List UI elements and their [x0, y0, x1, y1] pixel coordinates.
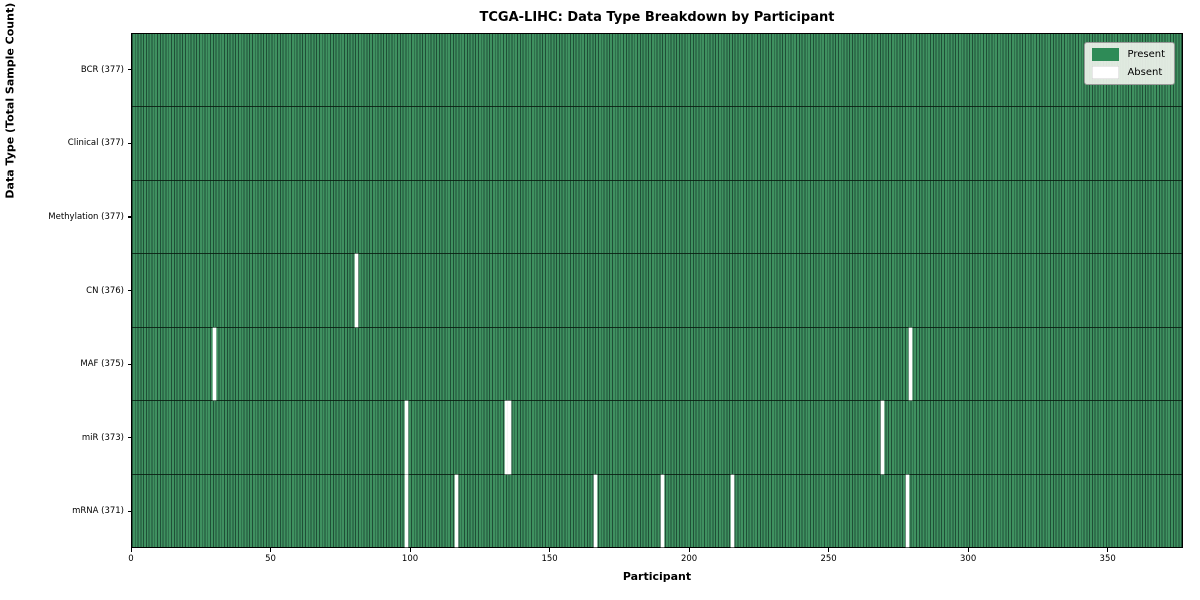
absent-gap-mrna-116: [455, 474, 458, 547]
absent-swatch: [1092, 66, 1120, 79]
heatmap-row-clinical: [132, 107, 1182, 181]
y-tick-label-maf: MAF (375): [80, 359, 124, 370]
heatmap-row-cn: [132, 254, 1182, 328]
heatmap-row-bcr: [132, 34, 1182, 108]
x-axis: 0 50 100 150 200 250 300 350: [128, 548, 1183, 578]
y-tick-label-clinical: Clinical (377): [67, 138, 124, 149]
absent-gap-mir-134: [505, 401, 508, 474]
y-tick-label-mir: miR (373): [81, 432, 124, 443]
x-tick-mark: [130, 548, 132, 552]
x-tick-label-250: 250: [820, 554, 837, 564]
heatmap-row-maf: [132, 327, 1182, 402]
absent-gap-maf-29: [212, 327, 216, 401]
x-tick-mark: [409, 548, 411, 552]
present-swatch: [1092, 48, 1120, 61]
legend-entry-present: Present: [1092, 48, 1165, 61]
legend: Present Absent: [1084, 42, 1175, 85]
x-tick-label-350: 350: [1099, 554, 1116, 564]
y-tick-label-cn: CN (376): [86, 285, 124, 296]
x-tick-mark: [549, 548, 551, 552]
x-tick-label-300: 300: [960, 554, 977, 564]
y-tick-mark: [128, 142, 132, 144]
y-tick-mark: [128, 437, 132, 439]
absent-gap-mir-135: [507, 401, 511, 474]
x-axis-label: Participant: [622, 570, 692, 583]
x-tick-label-150: 150: [541, 554, 558, 564]
y-tick-mark: [128, 216, 132, 218]
absent-gap-mrna-166: [594, 474, 598, 547]
x-tick-mark: [270, 548, 272, 552]
y-axis: BCR (377) Clinical (377) Methylation (377)…: [0, 33, 132, 548]
y-tick-mark: [128, 363, 132, 365]
chart-title: TCGA-LIHC: Data Type Breakdown by Partic…: [479, 10, 835, 25]
legend-label-present: Present: [1127, 49, 1165, 60]
absent-gap-mir-269: [881, 401, 884, 474]
y-tick-label-methylation: Methylation (377): [48, 211, 124, 222]
absent-gap-mrna-278: [906, 474, 910, 547]
absent-gap-maf-279: [909, 327, 912, 401]
heatmap-row-mir: [132, 401, 1182, 475]
x-tick-label-200: 200: [680, 554, 698, 564]
heatmap-plot: [131, 33, 1183, 548]
y-tick-mark: [128, 510, 132, 512]
absent-gap-mir-98: [404, 401, 408, 474]
legend-entry-absent: Absent: [1092, 66, 1165, 79]
heatmap-row-mrna: [132, 474, 1182, 547]
y-tick-label-bcr: BCR (377): [80, 64, 124, 75]
absent-gap-mrna-98: [404, 474, 408, 547]
x-tick-label-100: 100: [401, 554, 419, 564]
heatmap-row-methylation: [132, 180, 1182, 255]
x-tick-label-0: 0: [128, 554, 134, 564]
absent-gap-mrna-190: [661, 474, 664, 547]
absent-gap-mrna-215: [730, 474, 734, 547]
y-tick-mark: [128, 69, 132, 71]
y-tick-mark: [128, 290, 132, 292]
x-tick-mark: [828, 548, 830, 552]
x-tick-mark: [688, 548, 690, 552]
x-tick-mark: [967, 548, 969, 552]
y-tick-label-mrna: mRNA (371): [72, 506, 124, 517]
legend-label-absent: Absent: [1127, 67, 1163, 78]
x-tick-mark: [1107, 548, 1109, 552]
absent-gap-cn-80: [354, 254, 358, 327]
x-tick-label-50: 50: [265, 554, 276, 564]
